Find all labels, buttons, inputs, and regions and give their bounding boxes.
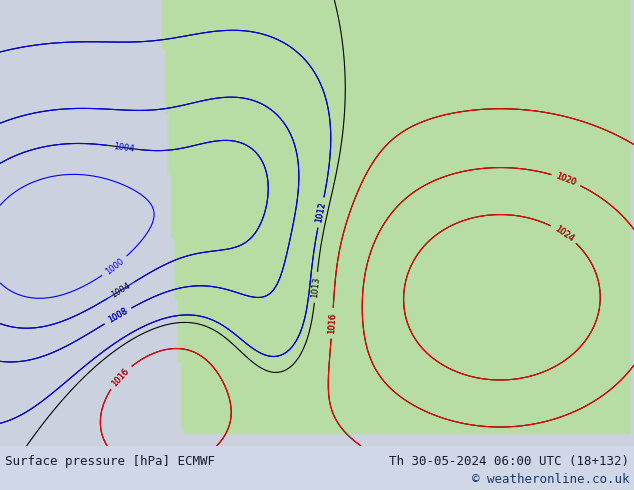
Text: 1013: 1013 [311, 276, 321, 298]
Text: © weatheronline.co.uk: © weatheronline.co.uk [472, 473, 629, 487]
Text: 1024: 1024 [553, 224, 575, 243]
Text: 1004: 1004 [110, 281, 133, 299]
Text: 1016: 1016 [327, 312, 337, 334]
Text: 1012: 1012 [314, 201, 327, 223]
Text: 1000: 1000 [103, 256, 126, 276]
Text: 1016: 1016 [327, 312, 337, 334]
Text: 1008: 1008 [107, 307, 129, 325]
Text: Surface pressure [hPa] ECMWF: Surface pressure [hPa] ECMWF [5, 455, 215, 468]
Text: 1020: 1020 [555, 172, 578, 188]
Text: 1016: 1016 [110, 366, 131, 388]
Text: 1024: 1024 [553, 224, 575, 243]
Text: Th 30-05-2024 06:00 UTC (18+132): Th 30-05-2024 06:00 UTC (18+132) [389, 455, 629, 468]
Text: 1020: 1020 [555, 172, 578, 188]
Text: 1008: 1008 [107, 307, 129, 325]
Text: 1012: 1012 [314, 201, 327, 223]
Text: 1016: 1016 [110, 366, 131, 388]
Text: 1004: 1004 [113, 142, 135, 153]
